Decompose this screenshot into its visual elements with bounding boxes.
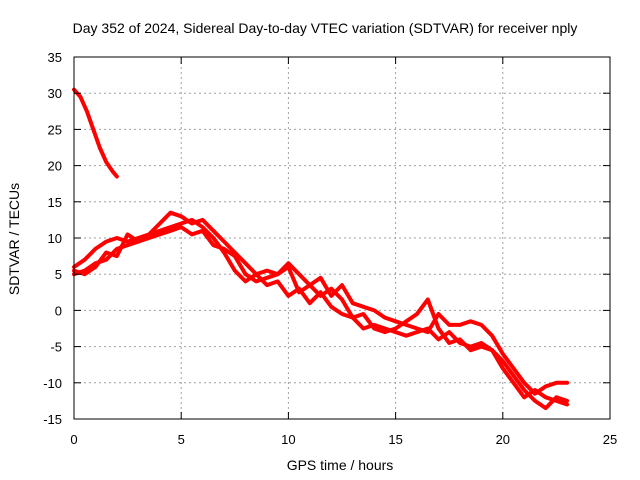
y-tick-label: 5	[55, 267, 62, 282]
y-tick-label: 25	[48, 122, 62, 137]
x-tick-label: 20	[496, 432, 510, 447]
series-layer	[72, 87, 570, 411]
y-tick-label: -5	[50, 340, 62, 355]
y-tick-label: 30	[48, 86, 62, 101]
y-tick-label: 0	[55, 303, 62, 318]
y-tick-label: -15	[43, 412, 62, 427]
x-tick-label: 10	[281, 432, 295, 447]
x-tick-label: 0	[70, 432, 77, 447]
x-tick-label: 15	[388, 432, 402, 447]
x-tick-label: 5	[178, 432, 185, 447]
series-line-trace-3	[72, 225, 570, 407]
chart-title: Day 352 of 2024, Sidereal Day-to-day VTE…	[73, 20, 578, 36]
y-tick-label: 15	[48, 195, 62, 210]
x-tick-label: 25	[603, 432, 617, 447]
ticks: 0 5 10 15 20 25 -15 -10 -5 0 5 10 15 20 25 30 35	[43, 50, 617, 447]
y-axis-label: SDTVAR / TECUs	[6, 183, 22, 295]
x-axis-label: GPS time / hours	[287, 457, 394, 473]
series-line-segment-a	[72, 87, 119, 179]
y-tick-label: 20	[48, 159, 62, 174]
series-line-trace-2	[72, 217, 570, 411]
y-tick-label: 10	[48, 231, 62, 246]
y-tick-label: 35	[48, 50, 62, 65]
y-tick-label: -10	[43, 376, 62, 391]
series-line-trace-1	[72, 210, 570, 396]
